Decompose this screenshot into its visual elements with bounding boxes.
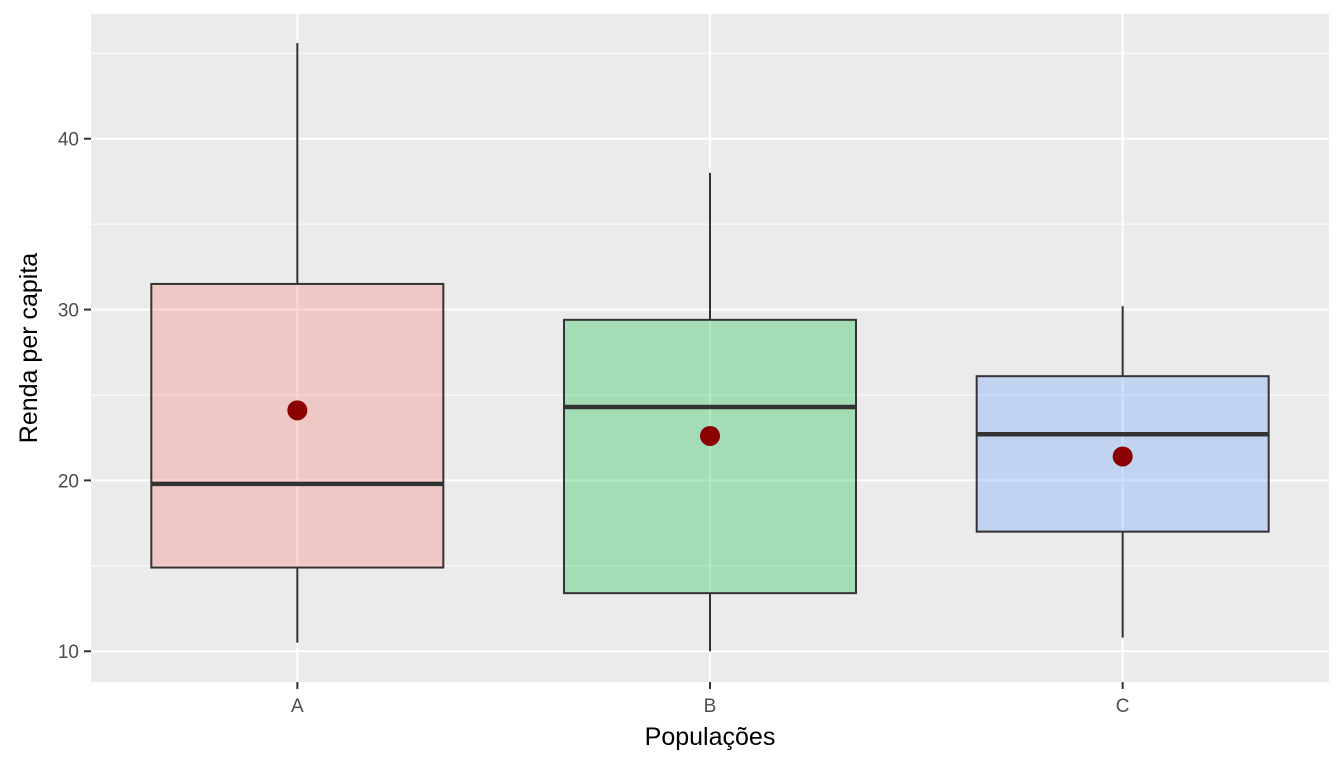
mean-point [700, 425, 720, 446]
box-outline [150, 282, 445, 569]
y-tick-label: 10 [58, 642, 79, 663]
y-tick-label: 20 [58, 471, 79, 492]
box-fill [151, 283, 444, 568]
box-outline [975, 375, 1270, 533]
y-axis-title: Renda per capita [15, 253, 43, 444]
x-axis: A B C [291, 682, 1130, 717]
y-tick-label: 30 [58, 301, 79, 322]
x-tick-label: A [291, 696, 304, 717]
box-group-a [150, 43, 445, 643]
x-axis-title: Populações [645, 723, 776, 751]
boxes-layer [150, 43, 1270, 652]
x-tick-label: C [1116, 696, 1130, 717]
mean-point [1112, 446, 1133, 467]
box-group-b [563, 172, 857, 652]
box-group-c [975, 306, 1270, 638]
box-outline [563, 318, 857, 595]
box-fill [564, 319, 856, 594]
mean-point [287, 400, 308, 421]
x-tick-label: B [704, 696, 717, 717]
y-axis: 10 20 30 40 [58, 130, 91, 663]
y-tick-label: 40 [58, 130, 79, 151]
